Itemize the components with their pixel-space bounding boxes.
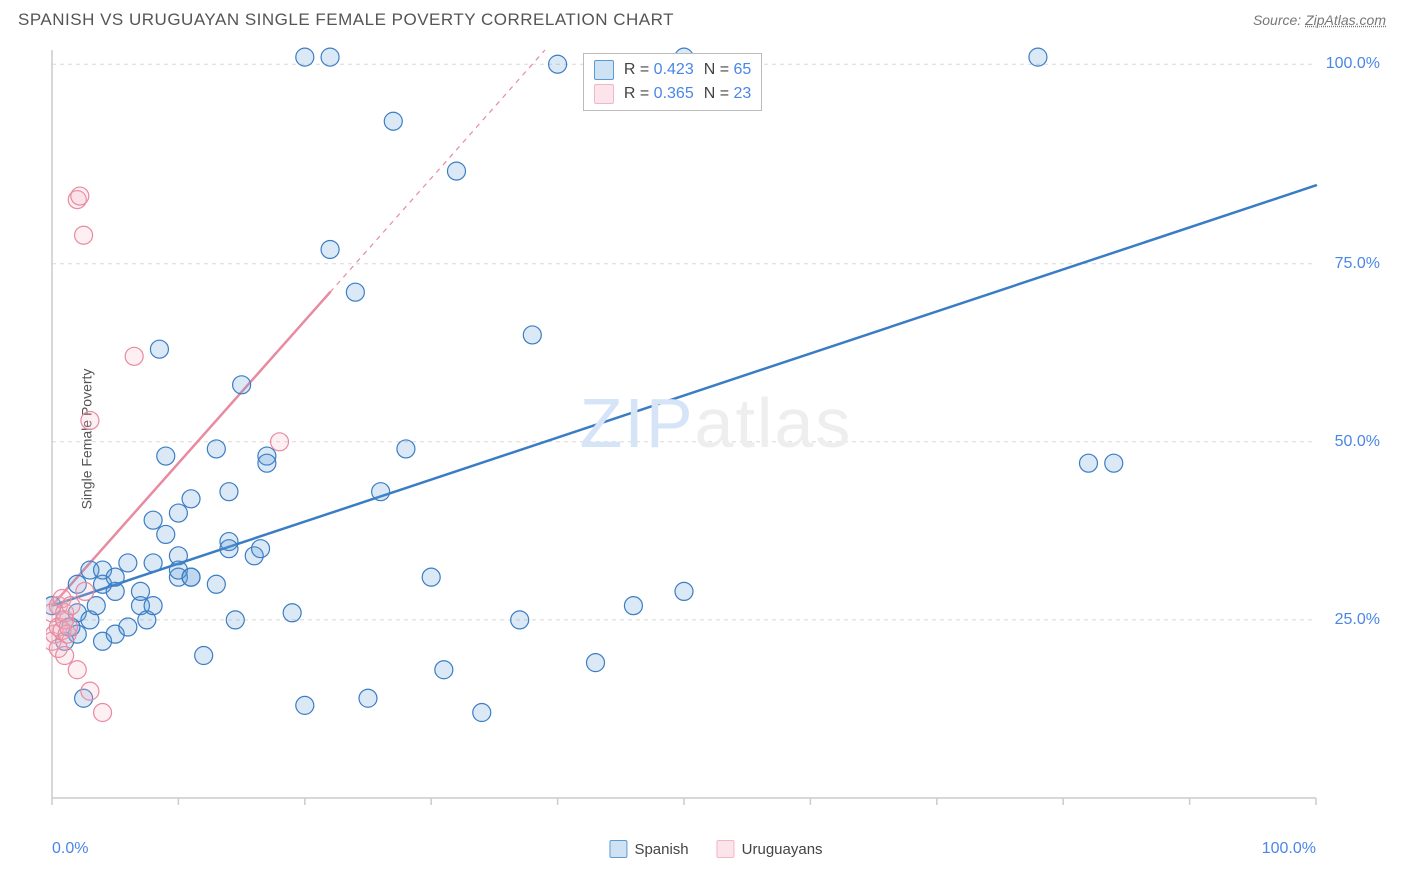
header: SPANISH VS URUGUAYAN SINGLE FEMALE POVER… [0,0,1406,36]
data-point [56,647,74,665]
data-point [220,540,238,558]
data-point [447,162,465,180]
data-point [68,661,86,679]
data-point [144,554,162,572]
data-point [195,647,213,665]
correlation-row: R = 0.423N = 65 [594,58,751,82]
data-point [384,112,402,130]
data-point [157,447,175,465]
data-point [150,340,168,358]
source-link[interactable]: ZipAtlas.com [1305,12,1386,28]
y-tick-label: 100.0% [1326,55,1380,73]
data-point [1105,454,1123,472]
data-point [207,440,225,458]
data-point [283,604,301,622]
data-point [549,55,567,73]
data-point [271,433,289,451]
chart-area: Single Female Poverty ZIPatlas R = 0.423… [46,44,1386,834]
data-point [252,540,270,558]
data-point [169,504,187,522]
data-point [71,187,89,205]
data-point [182,490,200,508]
data-point [321,240,339,258]
data-point [94,704,112,722]
legend-swatch-icon [609,840,627,858]
data-point [422,568,440,586]
data-point [125,347,143,365]
legend-swatch-icon [717,840,735,858]
source-attribution: Source: ZipAtlas.com [1253,12,1386,28]
data-point [144,511,162,529]
data-point [296,48,314,66]
data-point [511,611,529,629]
scatter-plot [46,44,1386,834]
data-point [75,226,93,244]
data-point [106,568,124,586]
data-point [233,376,251,394]
legend-item[interactable]: Uruguayans [717,840,823,858]
legend-swatch-icon [594,84,614,104]
y-tick-label: 25.0% [1335,611,1380,629]
data-point [81,411,99,429]
data-point [435,661,453,679]
data-point [624,597,642,615]
data-point [359,689,377,707]
legend-item[interactable]: Spanish [609,840,688,858]
data-point [397,440,415,458]
data-point [207,575,225,593]
data-point [144,597,162,615]
data-point [258,454,276,472]
x-tick-label: 0.0% [52,840,88,858]
data-point [1079,454,1097,472]
series-legend: Spanish Uruguayans [609,840,822,858]
data-point [119,554,137,572]
data-point [296,696,314,714]
data-point [346,283,364,301]
data-point [62,597,80,615]
data-point [523,326,541,344]
data-point [220,483,238,501]
x-tick-label: 100.0% [1262,840,1316,858]
correlation-legend: R = 0.423N = 65R = 0.365N = 23 [583,53,762,111]
data-point [157,525,175,543]
data-point [182,568,200,586]
data-point [473,704,491,722]
data-point [119,618,137,636]
data-point [321,48,339,66]
correlation-row: R = 0.365N = 23 [594,82,751,106]
data-point [226,611,244,629]
y-tick-label: 75.0% [1335,255,1380,273]
chart-title: SPANISH VS URUGUAYAN SINGLE FEMALE POVER… [18,10,674,30]
data-point [675,582,693,600]
data-point [131,582,149,600]
data-point [587,654,605,672]
data-point [81,682,99,700]
data-point [59,618,77,636]
data-point [372,483,390,501]
legend-swatch-icon [594,60,614,80]
data-point [1029,48,1047,66]
data-point [76,582,94,600]
y-tick-label: 50.0% [1335,433,1380,451]
